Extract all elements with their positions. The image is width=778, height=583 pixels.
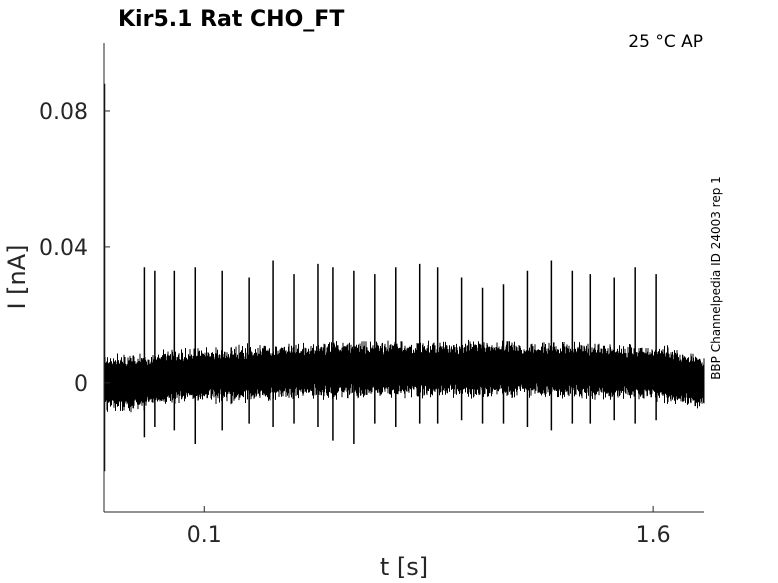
x-tick-label: 0.1: [187, 523, 222, 548]
trace-series: [103, 83, 705, 472]
chart-title: Kir5.1 Rat CHO_FT: [118, 7, 344, 32]
y-tick-label: 0: [74, 372, 88, 397]
y-tick-label: 0.04: [39, 236, 88, 261]
y-tick-label: 0.08: [39, 100, 88, 125]
y-axis-label: I [nA]: [3, 244, 31, 309]
side-label: BBP Channelpedia ID 24003 rep 1: [709, 176, 723, 380]
x-tick-label: 1.6: [636, 523, 671, 548]
condition-label: 25 °C AP: [628, 32, 703, 52]
x-axis-label: t [s]: [380, 553, 428, 581]
axis-ticks: 0.1 1.6 0 0.04 0.08: [39, 100, 671, 548]
